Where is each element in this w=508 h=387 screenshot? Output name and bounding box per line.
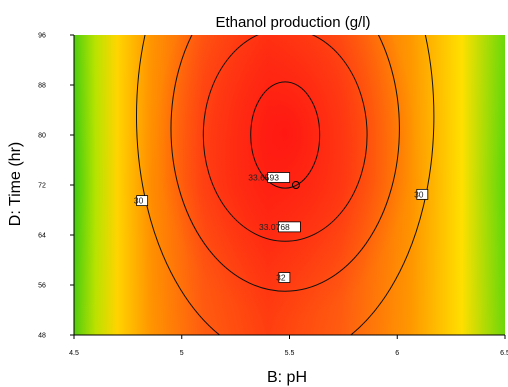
svg-text:33.6593: 33.6593 [248,173,279,183]
optimum-point-marker [291,181,300,189]
y-tick-label: 96 [38,33,46,40]
y-tick-label: 72 [38,183,46,190]
y-tick-label: 56 [38,283,46,290]
contour-line-30 [136,35,435,335]
y-tick-label: 64 [38,233,46,240]
contour-label: 32 [276,272,291,283]
chart-title: Ethanol production (g/l) [215,14,370,31]
x-tick-label: 6.5 [500,350,508,357]
contour-lines [136,35,435,335]
contour-line-33-6593 [250,81,321,189]
contour-label: 33.6593 [248,172,291,183]
x-tick-label: 5 [180,350,184,357]
x-axis-ticks: 4.5 5 5.5 6 6.5 [69,335,508,357]
contour-line-32 [170,35,400,292]
y-tick-label: 80 [38,133,46,140]
y-axis-title: D: Time (hr) [7,142,24,226]
contour-labels: 30 30 32 33.0768 33.6593 [134,172,429,283]
svg-text:32: 32 [276,273,286,283]
svg-text:30: 30 [134,196,144,206]
svg-text:33.0768: 33.0768 [259,222,290,232]
y-tick-label: 48 [38,333,46,340]
svg-text:30: 30 [414,189,424,199]
contour-line-33-0768 [202,35,368,242]
contour-label: 30 [414,188,429,200]
x-tick-label: 4.5 [69,350,79,357]
contour-label: 33.0768 [259,221,301,233]
y-axis-ticks: 48 56 64 72 80 88 96 [38,33,74,340]
x-axis-title: B: pH [267,369,307,386]
x-tick-label: 6 [395,350,399,357]
y-tick-label: 88 [38,83,46,90]
x-tick-label: 5.5 [285,350,295,357]
contour-label: 30 [134,195,149,207]
